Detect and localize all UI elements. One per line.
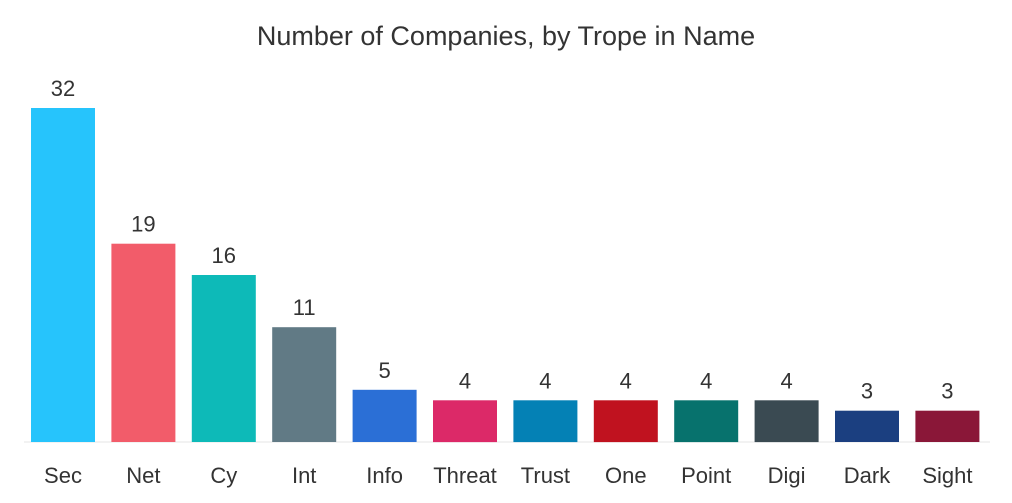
- bar-dark: [835, 410, 899, 442]
- x-tick-label-int: Int: [292, 463, 316, 488]
- data-label-sec: 32: [51, 76, 75, 101]
- x-tick-label-trust: Trust: [521, 463, 570, 488]
- data-label-sight: 3: [941, 379, 953, 404]
- data-label-net: 19: [131, 212, 155, 237]
- data-label-trust: 4: [539, 368, 551, 393]
- x-tick-label-sec: Sec: [44, 463, 82, 488]
- x-tick-label-dark: Dark: [844, 463, 891, 488]
- x-tick-label-point: Point: [681, 463, 731, 488]
- data-label-int: 11: [293, 295, 316, 320]
- bar-digi: [754, 400, 819, 443]
- data-label-threat: 4: [459, 368, 471, 393]
- data-label-one: 4: [620, 368, 632, 393]
- data-label-dark: 3: [861, 379, 873, 404]
- x-tick-label-info: Info: [366, 463, 403, 488]
- bar-trust: [513, 400, 578, 443]
- bar-sight: [915, 410, 980, 442]
- data-label-point: 4: [700, 368, 712, 393]
- x-tick-label-sight: Sight: [922, 463, 972, 488]
- x-tick-label-threat: Threat: [433, 463, 497, 488]
- bar-threat: [433, 400, 497, 443]
- data-label-digi: 4: [780, 368, 792, 393]
- x-tick-label-net: Net: [126, 463, 160, 488]
- x-tick-label-digi: Digi: [768, 463, 806, 488]
- bar-one: [593, 400, 658, 443]
- x-tick-label-one: One: [605, 463, 647, 488]
- x-tick-labels-group: Sec Net Cy Int Info Threat Trust One Point Digi Da…: [44, 463, 972, 488]
- data-labels-group: 32 19 16 11 5 4 4 4 4 4 3 3: [51, 76, 954, 404]
- chart-title: Number of Companies, by Trope in Name: [257, 21, 755, 51]
- x-tick-label-cy: Cy: [210, 463, 237, 488]
- bar-net: [111, 243, 176, 442]
- bar-cy: [191, 275, 256, 442]
- bar-int: [272, 327, 337, 442]
- bar-info: [352, 389, 417, 442]
- bars-group: [31, 108, 980, 443]
- data-label-cy: 16: [212, 243, 236, 268]
- bar-point: [674, 400, 739, 443]
- data-label-info: 5: [378, 358, 390, 383]
- bar-sec: [31, 108, 95, 442]
